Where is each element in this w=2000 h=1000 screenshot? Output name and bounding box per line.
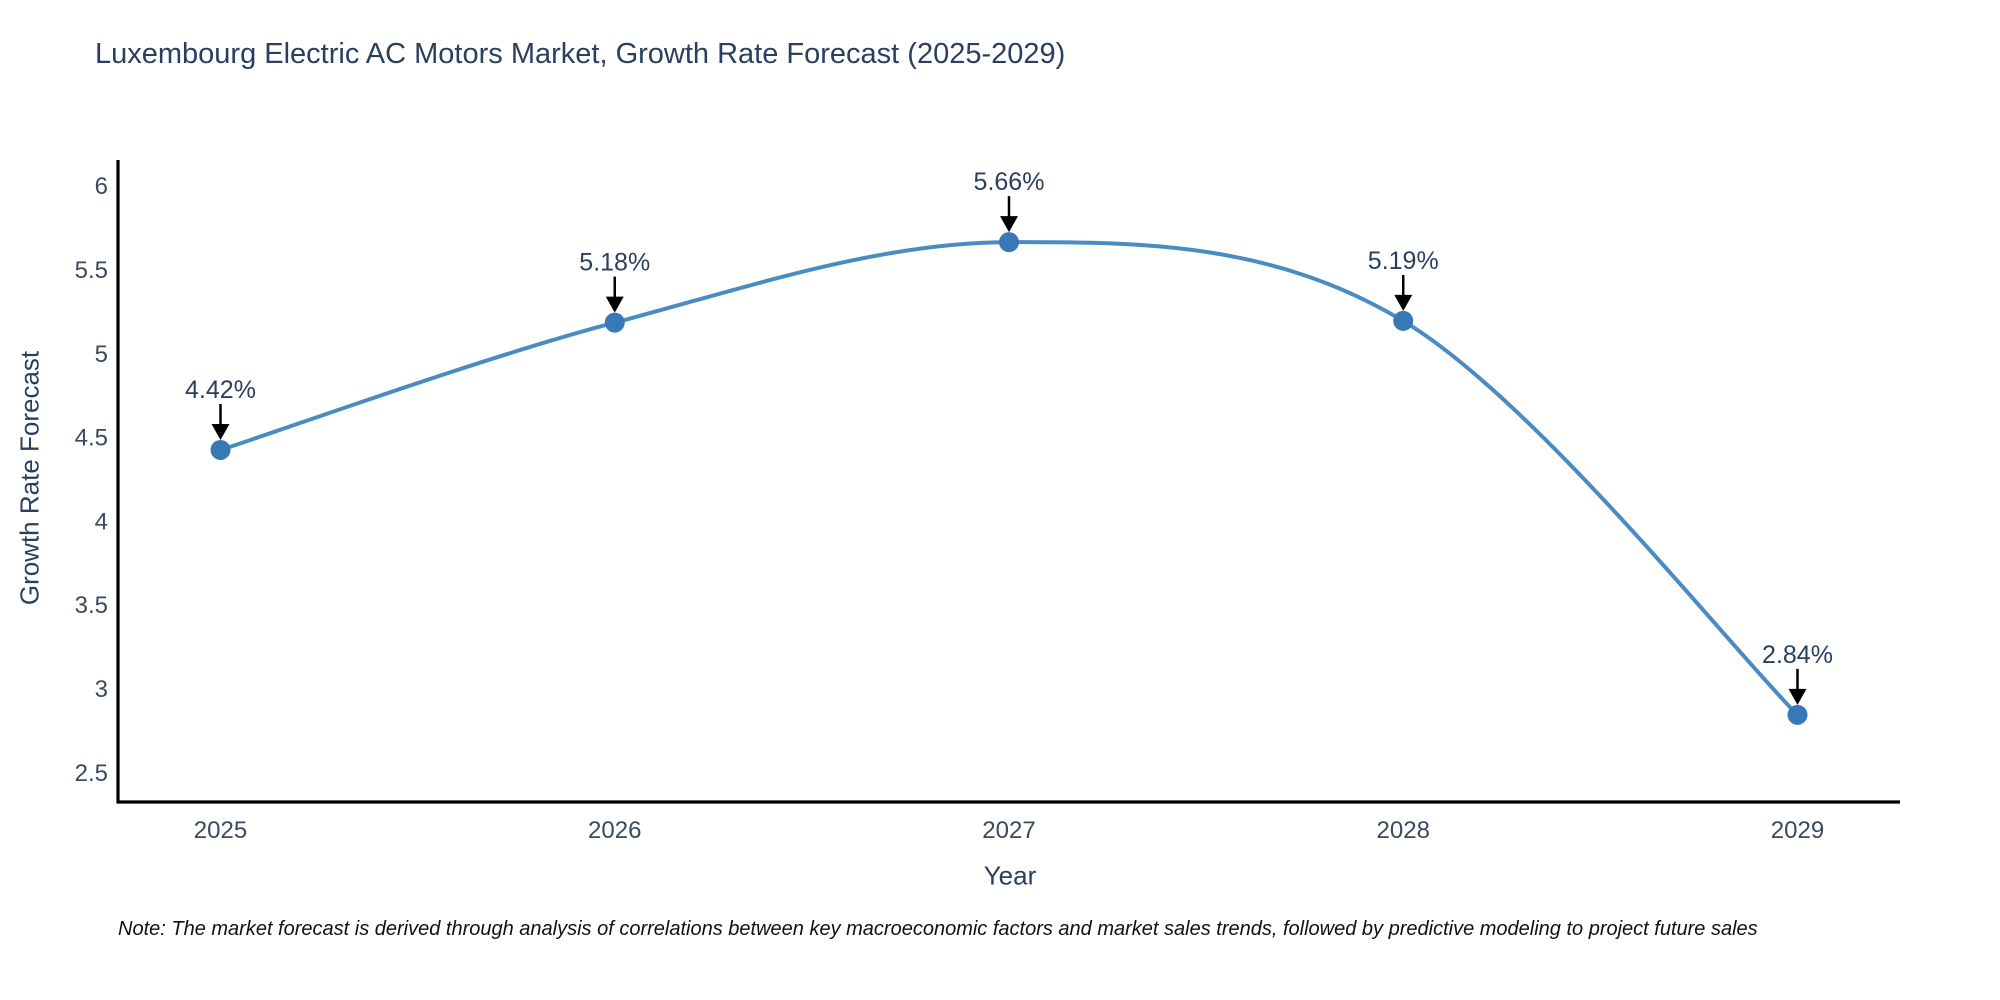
x-tick-label: 2025 <box>194 817 247 844</box>
axis-lines <box>116 160 1900 804</box>
annotation-arrowhead <box>605 296 624 313</box>
x-axis-title: Year <box>983 860 1037 891</box>
point-value-annotation: 5.19% <box>1368 247 1439 275</box>
point-value-annotation: 2.84% <box>1762 641 1833 669</box>
x-tick-label: 2028 <box>1377 817 1430 844</box>
y-tick-label: 4.5 <box>75 425 108 452</box>
data-point-marker <box>1393 310 1414 331</box>
y-tick-label: 3 <box>95 676 108 703</box>
point-value-annotation: 4.42% <box>185 376 256 404</box>
annotation-arrowhead <box>1394 294 1413 311</box>
data-point-marker <box>210 439 231 460</box>
y-tick-label: 4 <box>95 508 108 535</box>
data-point-marker <box>1787 704 1808 725</box>
annotation-arrowhead <box>211 423 230 440</box>
x-tick-label: 2027 <box>982 817 1035 844</box>
x-tick-label: 2026 <box>588 817 641 844</box>
chart-title: Luxembourg Electric AC Motors Market, Gr… <box>95 38 1066 70</box>
data-point-marker <box>999 232 1019 253</box>
annotation-arrowhead <box>1788 688 1807 705</box>
annotation-arrowhead <box>1000 216 1018 233</box>
y-tick-label: 6 <box>95 173 108 200</box>
point-value-annotation: 5.18% <box>579 249 650 277</box>
data-point-marker <box>604 312 625 333</box>
x-tick-label: 2029 <box>1771 817 1824 844</box>
y-tick-label: 5 <box>95 341 108 368</box>
y-tick-label: 5.5 <box>75 257 108 284</box>
series-line <box>218 240 1800 717</box>
y-tick-label: 2.5 <box>75 760 108 787</box>
y-tick-label: 3.5 <box>75 592 108 619</box>
footnote: Note: The market forecast is derived thr… <box>118 918 1758 940</box>
point-value-annotation: 5.66% <box>974 168 1045 196</box>
